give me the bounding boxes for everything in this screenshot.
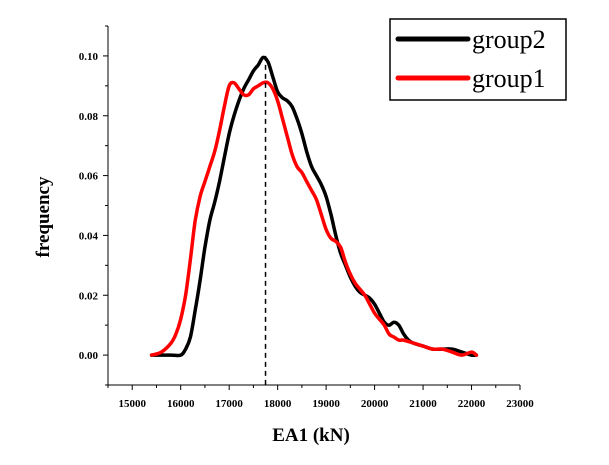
axes: 15000 16000 17000 18000 19000 20000 21000 22000… bbox=[79, 25, 534, 410]
legend-box bbox=[389, 18, 567, 101]
y-tick-label-0.04: 0.04 bbox=[79, 230, 99, 242]
y-tick-label-0.02: 0.02 bbox=[79, 290, 99, 302]
legend: group2 group1 bbox=[389, 18, 567, 101]
y-tick-label-0.1: 0.10 bbox=[79, 51, 99, 63]
plot-area bbox=[149, 55, 479, 385]
x-tick-label-17000: 17000 bbox=[215, 398, 243, 410]
x-tick-label-20000: 20000 bbox=[361, 398, 389, 410]
legend-label-group2: group2 bbox=[472, 25, 546, 54]
x-axis-title: EA1 (kN) bbox=[272, 425, 350, 446]
y-tick-label-0: 0.00 bbox=[79, 350, 99, 362]
y-tick-label-0.08: 0.08 bbox=[79, 111, 99, 123]
series-line-group2 bbox=[149, 55, 479, 358]
x-tick-label-19000: 19000 bbox=[312, 398, 340, 410]
y-tick-label-0.06: 0.06 bbox=[79, 171, 99, 183]
x-tick-label-22000: 22000 bbox=[458, 398, 486, 410]
x-tick-label-23000: 23000 bbox=[506, 398, 534, 410]
x-tick-label-18000: 18000 bbox=[264, 398, 292, 410]
y-ticks: 0.00 0.02 0.04 0.06 0.08 0.10 bbox=[79, 25, 108, 386]
x-tick-label-16000: 16000 bbox=[167, 398, 195, 410]
series-line-group1 bbox=[149, 80, 479, 357]
x-ticks: 15000 16000 17000 18000 19000 20000 21000 22000… bbox=[107, 385, 534, 410]
legend-label-group1: group1 bbox=[472, 64, 546, 93]
y-axis-title: frequency bbox=[33, 176, 54, 257]
x-tick-label-15000: 15000 bbox=[118, 398, 146, 410]
x-tick-label-21000: 21000 bbox=[409, 398, 437, 410]
